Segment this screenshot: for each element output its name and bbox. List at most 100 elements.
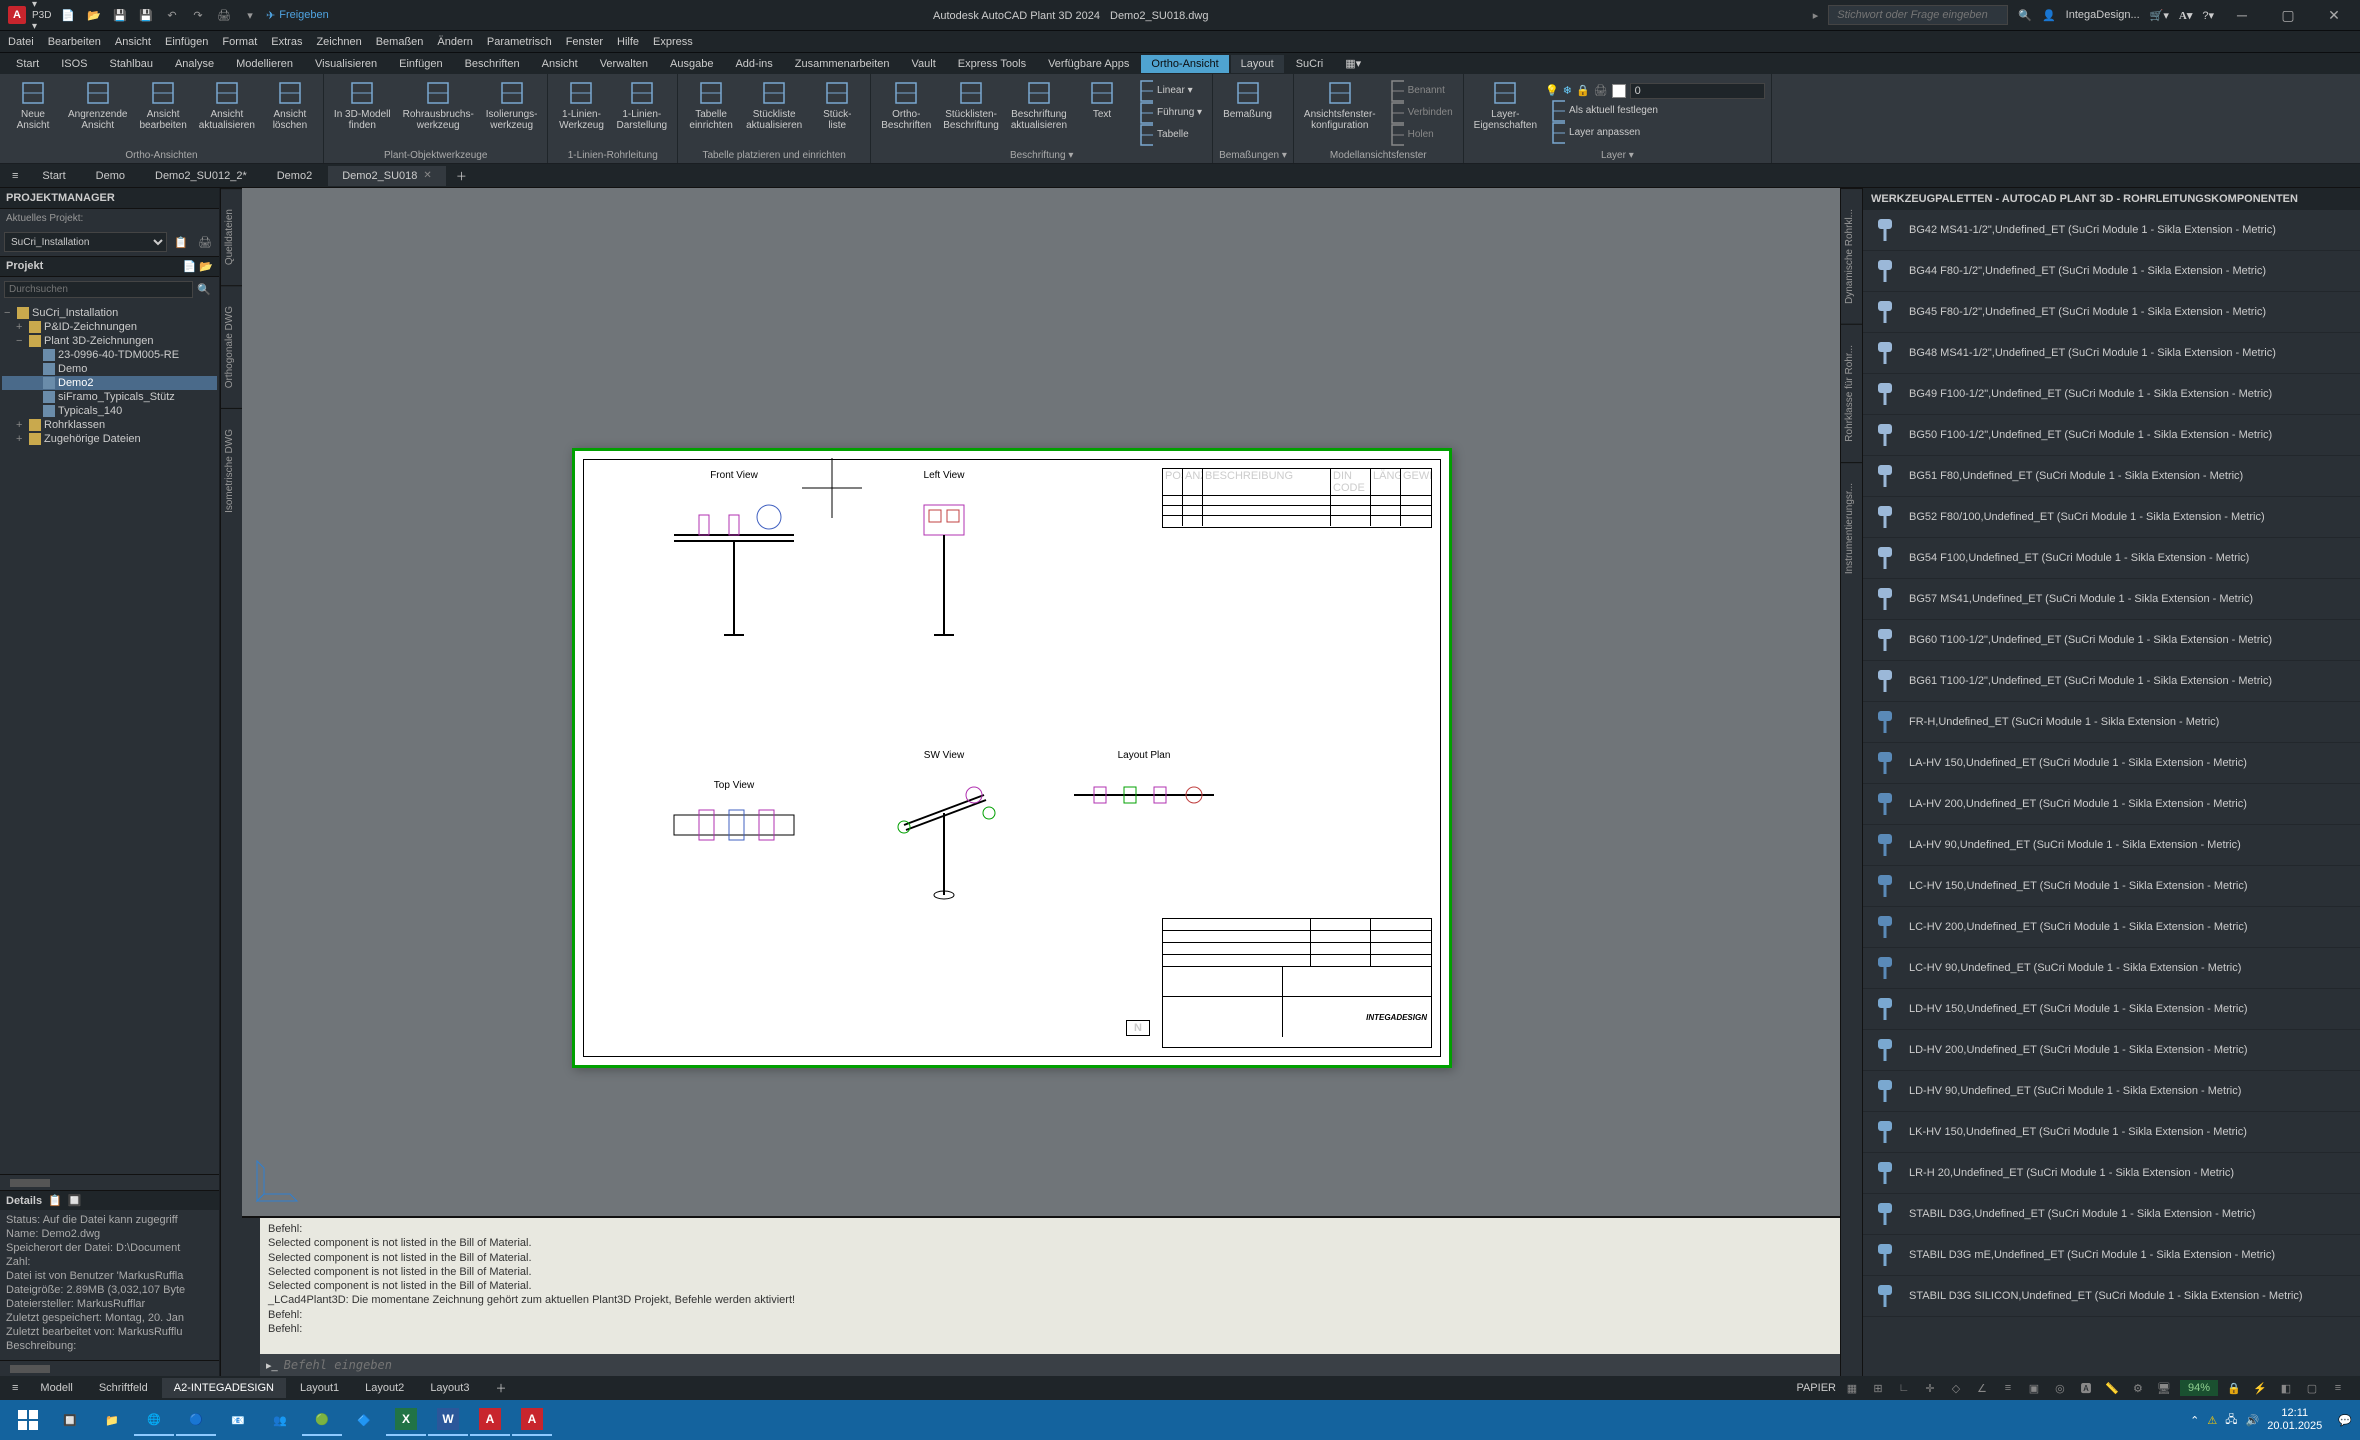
palette-item[interactable]: LD-HV 200,Undefined_ET (SuCri Module 1 -… xyxy=(1863,1030,2360,1071)
vtab-orthogonale-dwg[interactable]: Orthogonale DWG xyxy=(221,285,242,408)
status-ann-icon[interactable]: 🅰 xyxy=(2076,1378,2096,1398)
file-tab-add[interactable]: ＋ xyxy=(448,164,475,188)
layer-dropdown[interactable]: 💡❄🔒🖨0 xyxy=(1545,83,1765,99)
status-clean-icon[interactable]: ▢ xyxy=(2302,1378,2322,1398)
tray-up-icon[interactable]: ⌃ xyxy=(2190,1414,2199,1427)
ribbon-side-layer-anpassen[interactable]: Layer anpassen xyxy=(1545,123,1765,143)
ribbon-btn-1-linien-werkzeug[interactable]: 1-Linien-Werkzeug xyxy=(554,77,608,148)
drawing-area[interactable]: POS ANZ BESCHREIBUNG DIN CODE LÄNGE GEWI… xyxy=(242,188,1840,1376)
palette-item[interactable]: BG49 F100-1/2",Undefined_ET (SuCri Modul… xyxy=(1863,374,2360,415)
file-tabs-menu[interactable]: ≡ xyxy=(4,166,26,186)
task-view-icon[interactable]: 🔲 xyxy=(50,1404,90,1436)
new-icon[interactable]: 📄 xyxy=(58,5,78,25)
user-icon[interactable]: 👤 xyxy=(2042,9,2056,22)
status-scale-icon[interactable]: 📏 xyxy=(2102,1378,2122,1398)
ribbon-btn-neueansicht[interactable]: NeueAnsicht xyxy=(6,77,60,148)
menu-einfügen[interactable]: Einfügen xyxy=(165,36,208,48)
ribbon-side-holen[interactable]: Holen xyxy=(1384,125,1457,145)
tool-palette-list[interactable]: BG42 MS41-1/2",Undefined_ET (SuCri Modul… xyxy=(1863,210,2360,1376)
status-polar-icon[interactable]: ✛ xyxy=(1920,1378,1940,1398)
tree-node-p-id-zeichnungen[interactable]: +P&ID-Zeichnungen xyxy=(2,320,217,334)
menu-ändern[interactable]: Ändern xyxy=(437,36,472,48)
ribbon-btn-in-3d-modellfinden[interactable]: In 3D-Modellfinden xyxy=(330,77,395,148)
ribbon-tab-layout[interactable]: Layout xyxy=(1231,55,1284,73)
search-icon[interactable]: 🔍 xyxy=(2018,9,2032,22)
ribbon-btn-st-cklisteaktualisieren[interactable]: Stücklisteaktualisieren xyxy=(742,77,806,148)
file-tab-demo[interactable]: Demo xyxy=(82,166,139,186)
task-teams-icon[interactable]: 👥 xyxy=(260,1404,300,1436)
task-app2-icon[interactable]: 🔷 xyxy=(344,1404,384,1436)
ribbon-btn-ansichtl-schen[interactable]: Ansichtlöschen xyxy=(263,77,317,148)
zoom-level[interactable]: 94% xyxy=(2180,1380,2218,1396)
ribbon-tab-isos[interactable]: ISOS xyxy=(51,55,97,73)
task-app1-icon[interactable]: 🟢 xyxy=(302,1404,342,1436)
palette-item[interactable]: LA-HV 90,Undefined_ET (SuCri Module 1 - … xyxy=(1863,825,2360,866)
palette-item[interactable]: BG48 MS41-1/2",Undefined_ET (SuCri Modul… xyxy=(1863,333,2360,374)
tray-notif-icon[interactable]: 💬 xyxy=(2338,1414,2352,1427)
ribbon-btn-tabelleeinrichten[interactable]: Tabelleeinrichten xyxy=(684,77,738,148)
qat-p3d[interactable]: ▾ P3D ▾ xyxy=(32,5,52,25)
task-acad2-icon[interactable]: A xyxy=(512,1404,552,1436)
save-icon[interactable]: 💾 xyxy=(110,5,130,25)
palette-item[interactable]: STABIL D3G,Undefined_ET (SuCri Module 1 … xyxy=(1863,1194,2360,1235)
ribbon-btn-text[interactable]: Text xyxy=(1075,77,1129,148)
palette-item[interactable]: FR-H,Undefined_ET (SuCri Module 1 - Sikl… xyxy=(1863,702,2360,743)
ribbon-btn-1-linien-darstellung[interactable]: 1-Linien-Darstellung xyxy=(612,77,671,148)
ribbon-btn-ansichtaktualisieren[interactable]: Ansichtaktualisieren xyxy=(195,77,259,148)
print-icon[interactable]: 🖨 xyxy=(214,5,234,25)
tray-vol-icon[interactable]: 🔊 xyxy=(2246,1414,2260,1427)
layout-tab-a2-integadesign[interactable]: A2-INTEGADESIGN xyxy=(162,1378,286,1398)
file-tab-demo2-su018[interactable]: Demo2_SU018✕ xyxy=(328,166,446,186)
ribbon-tab-einfügen[interactable]: Einfügen xyxy=(389,55,452,73)
status-transp-icon[interactable]: ▣ xyxy=(2024,1378,2044,1398)
ribbon-btn-angrenzendeansicht[interactable]: AngrenzendeAnsicht xyxy=(64,77,132,148)
menu-bemaßen[interactable]: Bemaßen xyxy=(376,36,424,48)
status-ws-icon[interactable]: ⚙ xyxy=(2128,1378,2148,1398)
vtab-dynamische-rohrkl-[interactable]: Dynamische Rohrkl... xyxy=(1841,188,1862,324)
palette-item[interactable]: LR-H 20,Undefined_ET (SuCri Module 1 - S… xyxy=(1863,1153,2360,1194)
search-go-icon[interactable]: 🔍 xyxy=(193,281,215,298)
menu-bearbeiten[interactable]: Bearbeiten xyxy=(48,36,101,48)
layout-add[interactable]: ＋ xyxy=(483,1376,518,1400)
ribbon-tab-verfügbare-apps[interactable]: Verfügbare Apps xyxy=(1038,55,1139,73)
tree-node-zugeh-rige-dateien[interactable]: +Zugehörige Dateien xyxy=(2,432,217,446)
ribbon-tab-start[interactable]: Start xyxy=(6,55,49,73)
vtab-isometrische-dwg[interactable]: Isometrische DWG xyxy=(221,408,242,533)
project-tree[interactable]: −SuCri_Installation+P&ID-Zeichnungen−Pla… xyxy=(0,302,219,1174)
palette-item[interactable]: LA-HV 200,Undefined_ET (SuCri Module 1 -… xyxy=(1863,784,2360,825)
layout-tab-layout3[interactable]: Layout3 xyxy=(418,1378,481,1398)
details-icon[interactable]: 📋 xyxy=(48,1194,62,1207)
menu-express[interactable]: Express xyxy=(653,36,693,48)
cart-icon[interactable]: 🛒▾ xyxy=(2150,9,2169,22)
task-excel-icon[interactable]: X xyxy=(386,1404,426,1436)
menu-format[interactable]: Format xyxy=(222,36,257,48)
ribbon-btn-rohrausbruchs-werkzeug[interactable]: Rohrausbruchs-werkzeug xyxy=(399,77,478,148)
palette-item[interactable]: LA-HV 150,Undefined_ET (SuCri Module 1 -… xyxy=(1863,743,2360,784)
ribbon-tab-sucri[interactable]: SuCri xyxy=(1286,55,1334,73)
file-tab-demo2-su012-2-[interactable]: Demo2_SU012_2* xyxy=(141,166,261,186)
status-qs-icon[interactable]: ◎ xyxy=(2050,1378,2070,1398)
project-tool-1[interactable]: 📋 xyxy=(171,232,191,252)
task-mail-icon[interactable]: 📧 xyxy=(218,1404,258,1436)
app-logo[interactable]: A xyxy=(8,6,26,24)
palette-item[interactable]: BG57 MS41,Undefined_ET (SuCri Module 1 -… xyxy=(1863,579,2360,620)
ribbon-btn-st-ck-liste[interactable]: Stück-liste xyxy=(810,77,864,148)
minimize-button[interactable]: ─ xyxy=(2224,2,2260,28)
task-word-icon[interactable]: W xyxy=(428,1404,468,1436)
ribbon-btn-ansichtsfenster-konfiguration[interactable]: Ansichtsfenster-konfiguration xyxy=(1300,77,1380,148)
status-grid-icon[interactable]: ▦ xyxy=(1842,1378,1862,1398)
app-menu-icon[interactable]: A▾ xyxy=(2179,9,2192,22)
ribbon-btn-beschriftungaktualisieren[interactable]: Beschriftungaktualisieren xyxy=(1007,77,1071,148)
help-search[interactable] xyxy=(1828,5,2008,25)
ribbon-tab-analyse[interactable]: Analyse xyxy=(165,55,224,73)
menu-parametrisch[interactable]: Parametrisch xyxy=(487,36,552,48)
tree-node-typicals-140[interactable]: Typicals_140 xyxy=(2,404,217,418)
open-icon[interactable]: 📂 xyxy=(84,5,104,25)
ribbon-tab-vault[interactable]: Vault xyxy=(902,55,946,73)
status-iso-icon[interactable]: ◧ xyxy=(2276,1378,2296,1398)
file-tab-start[interactable]: Start xyxy=(28,166,79,186)
ribbon-side-f-hrung-[interactable]: Führung ▾ xyxy=(1133,103,1206,123)
vtab-rohrklasse-f-r-rohr-[interactable]: Rohrklasse für Rohr... xyxy=(1841,324,1862,462)
project-section-header[interactable]: Projekt 📄 📂 xyxy=(0,256,219,277)
tree-node-siframo-typicals-st-tz[interactable]: siFramo_Typicals_Stütz xyxy=(2,390,217,404)
